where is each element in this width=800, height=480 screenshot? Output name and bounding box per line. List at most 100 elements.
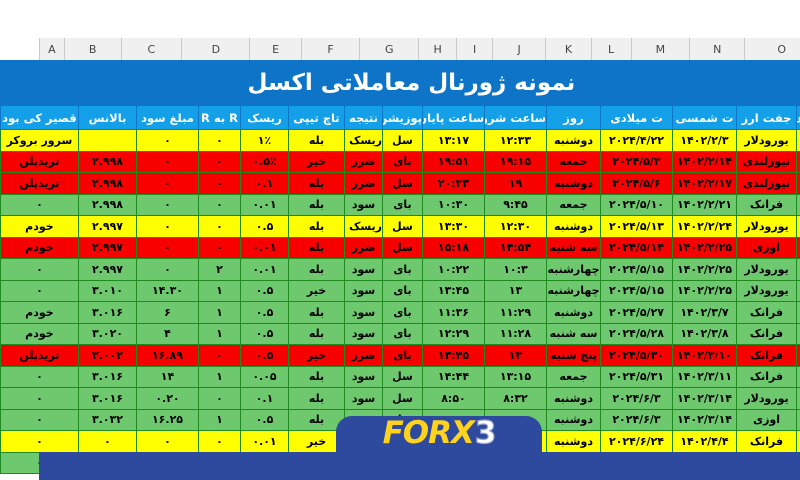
cell-r11-c6[interactable]: ۱۴:۴۴: [384, 366, 446, 388]
cell-r12-c2[interactable]: ۱۴۰۲/۳/۱۴: [634, 388, 698, 410]
cell-r3-c1[interactable]: فرانک: [698, 194, 758, 216]
cell-r5-c4[interactable]: سه شنبه: [508, 237, 562, 259]
column-header-strip[interactable]: ONMLKJIHGFEDCBA: [0, 38, 800, 60]
cell-r12-c13[interactable]: ۳.۰۱۶: [40, 388, 98, 410]
cell-r3-c8[interactable]: سود: [306, 194, 344, 216]
column-header-H[interactable]: H: [379, 38, 417, 60]
column-header-B[interactable]: B: [25, 38, 82, 60]
cell-r2-c8[interactable]: ضرر: [306, 173, 344, 195]
cell-r9-c12[interactable]: ۴: [98, 323, 160, 345]
cell-r0-c14[interactable]: سرور بروکر: [0, 130, 40, 152]
cell-r4-c0[interactable]: ۵: [758, 216, 784, 238]
cell-r7-c7[interactable]: بای: [344, 280, 384, 302]
table-row[interactable]: ۴ فرانک ۱۴۰۲/۲/۲۱ ۲۰۲۴/۵/۱۰ جمعه ۹:۴۵ ۱۰:۳۰ بای…: [0, 194, 784, 216]
cell-r2-c10[interactable]: ۰.۱: [202, 173, 250, 195]
cell-r0-c5[interactable]: ۱۲:۳۳: [446, 130, 508, 152]
cell-r3-c2[interactable]: ۱۴۰۲/۲/۲۱: [634, 194, 698, 216]
table-row[interactable]: ۶ اوزی ۱۴۰۲/۲/۲۵ ۲۰۲۴/۵/۱۴ سه شنبه ۱۴:۵۴ ۱۵:۱۸…: [0, 237, 784, 259]
row-header-5[interactable]: 5: [784, 168, 800, 189]
cell-r6-c1[interactable]: یورودلار: [698, 259, 758, 281]
cell-r12-c6[interactable]: ۸:۵۰: [384, 388, 446, 410]
cell-r11-c10[interactable]: ۰.۰۵: [202, 366, 250, 388]
cell-r7-c11[interactable]: ۱: [160, 280, 202, 302]
cell-r11-c7[interactable]: سل: [344, 366, 384, 388]
cell-r9-c3[interactable]: ۲۰۲۴/۵/۲۸: [562, 323, 634, 345]
cell-r4-c3[interactable]: ۲۰۲۴/۵/۱۳: [562, 216, 634, 238]
cell-r12-c1[interactable]: یورودلار: [698, 388, 758, 410]
cell-r1-c9[interactable]: خیر: [250, 151, 306, 173]
cell-r8-c2[interactable]: ۱۴۰۲/۳/۷: [634, 302, 698, 324]
cell-r2-c0[interactable]: ۳: [758, 173, 784, 195]
cell-r1-c13[interactable]: ۲.۹۹۸: [40, 151, 98, 173]
column-header-C[interactable]: C: [82, 38, 143, 60]
cell-r4-c4[interactable]: دوشنبه: [508, 216, 562, 238]
cell-r9-c4[interactable]: سه شنبه: [508, 323, 562, 345]
cell-r13-c2[interactable]: ۱۴۰۲/۳/۱۴: [634, 409, 698, 431]
cell-r13-c12[interactable]: ۱۶.۲۵: [98, 409, 160, 431]
column-header-N[interactable]: N: [650, 38, 705, 60]
cell-r12-c7[interactable]: سل: [344, 388, 384, 410]
cell-r5-c10[interactable]: ۰.۰۱: [202, 237, 250, 259]
cell-r14-c4[interactable]: دوشنبه: [508, 431, 562, 453]
cell-r1-c8[interactable]: ضرر: [306, 151, 344, 173]
table-row[interactable]: ۹ فرانک ۱۴۰۲/۳/۷ ۲۰۲۴/۵/۲۷ دوشنبه ۱۱:۲۹ ۱۱:۳۶ ب…: [0, 302, 784, 324]
cell-r11-c0[interactable]: ۱۲: [758, 366, 784, 388]
cell-r6-c4[interactable]: چهارشنبه: [508, 259, 562, 281]
cell-r4-c13[interactable]: ۲.۹۹۷: [40, 216, 98, 238]
cell-r14-c1[interactable]: فرانک: [698, 431, 758, 453]
row-header-15[interactable]: 15: [784, 373, 800, 394]
cell-r1-c7[interactable]: بای: [344, 151, 384, 173]
cell-r10-c1[interactable]: فرانک: [698, 345, 758, 367]
row-header-10[interactable]: 10: [784, 271, 800, 292]
cell-r9-c2[interactable]: ۱۴۰۲/۳/۸: [634, 323, 698, 345]
cell-r4-c6[interactable]: ۱۳:۳۰: [384, 216, 446, 238]
cell-r7-c2[interactable]: ۱۴۰۲/۲/۲۵: [634, 280, 698, 302]
cell-r4-c5[interactable]: ۱۲:۳۰: [446, 216, 508, 238]
cell-r8-c4[interactable]: دوشنبه: [508, 302, 562, 324]
row-header-9[interactable]: 9: [784, 250, 800, 271]
cell-r1-c14[interactable]: تریدپلن: [0, 151, 40, 173]
cell-r5-c9[interactable]: بله: [250, 237, 306, 259]
cell-r6-c14[interactable]: ۰: [0, 259, 40, 281]
cell-r5-c6[interactable]: ۱۵:۱۸: [384, 237, 446, 259]
cell-r12-c0[interactable]: ۱۳: [758, 388, 784, 410]
cell-r2-c13[interactable]: ۲.۹۹۸: [40, 173, 98, 195]
worksheet-area[interactable]: نمونه ژورنال معاملاتی اکسل ردیفجفت ارزت …: [22, 60, 784, 474]
cell-r14-c10[interactable]: ۰.۰۱: [202, 431, 250, 453]
cell-r10-c9[interactable]: خیر: [250, 345, 306, 367]
cell-r6-c11[interactable]: ۲: [160, 259, 202, 281]
cell-r2-c7[interactable]: سل: [344, 173, 384, 195]
column-header-I[interactable]: I: [417, 38, 453, 60]
cell-r7-c6[interactable]: ۱۳:۴۵: [384, 280, 446, 302]
table-row[interactable]: ۲ نیوزلندی ۱۴۰۲/۲/۱۴ ۲۰۲۴/۵/۳ جمعه ۱۹:۱۵ ۱۹:۵۱…: [0, 151, 784, 173]
column-header-L[interactable]: L: [552, 38, 592, 60]
cell-r1-c1[interactable]: نیوزلندی: [698, 151, 758, 173]
table-row[interactable]: ۱۳ یورودلار ۱۴۰۲/۳/۱۴ ۲۰۲۴/۶/۳ دوشنبه ۸:۳۲ ۸:۵…: [0, 388, 784, 410]
cell-r7-c5[interactable]: ۱۳: [446, 280, 508, 302]
cell-r9-c1[interactable]: فرانک: [698, 323, 758, 345]
cell-r14-c3[interactable]: ۲۰۲۴/۶/۲۴: [562, 431, 634, 453]
cell-r8-c13[interactable]: ۳.۰۱۶: [40, 302, 98, 324]
cell-r9-c7[interactable]: بای: [344, 323, 384, 345]
cell-r0-c11[interactable]: ۰: [160, 130, 202, 152]
cell-r11-c1[interactable]: فرانک: [698, 366, 758, 388]
column-header-F[interactable]: F: [262, 38, 321, 60]
table-row[interactable]: ۱۲ فرانک ۱۴۰۲/۳/۱۱ ۲۰۲۴/۵/۳۱ جمعه ۱۳:۱۵ ۱۴:۴۴ س…: [0, 366, 784, 388]
cell-r13-c0[interactable]: ۱۴: [758, 409, 784, 431]
cell-r3-c14[interactable]: ۰: [0, 194, 40, 216]
cell-r10-c12[interactable]: ۱۶.۸۹: [98, 345, 160, 367]
cell-r7-c12[interactable]: ۱۴.۳۰: [98, 280, 160, 302]
cell-r6-c5[interactable]: ۱۰:۳: [446, 259, 508, 281]
cell-r7-c9[interactable]: خیر: [250, 280, 306, 302]
cell-r0-c9[interactable]: بله: [250, 130, 306, 152]
cell-r1-c12[interactable]: ۰: [98, 151, 160, 173]
cell-r2-c12[interactable]: ۰: [98, 173, 160, 195]
cell-r11-c2[interactable]: ۱۴۰۲/۳/۱۱: [634, 366, 698, 388]
cell-r0-c13[interactable]: [40, 130, 98, 152]
cell-r5-c11[interactable]: ۰: [160, 237, 202, 259]
cell-r8-c11[interactable]: ۱: [160, 302, 202, 324]
row-header-6[interactable]: 6: [784, 189, 800, 210]
cell-r12-c11[interactable]: ۰: [160, 388, 202, 410]
cell-r4-c1[interactable]: یورودلار: [698, 216, 758, 238]
cell-r2-c1[interactable]: نیوزلندی: [698, 173, 758, 195]
